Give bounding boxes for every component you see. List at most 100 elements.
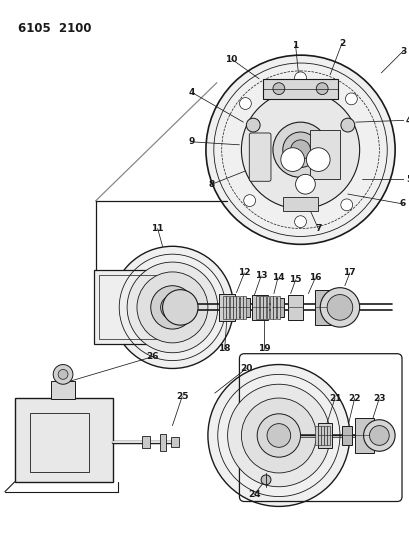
- Circle shape: [241, 398, 315, 473]
- Circle shape: [58, 369, 68, 379]
- Bar: [341, 426, 351, 446]
- Text: 18: 18: [218, 344, 230, 353]
- Text: 17: 17: [343, 269, 355, 277]
- Bar: [315, 289, 334, 325]
- Bar: [218, 294, 234, 321]
- Bar: [256, 296, 258, 319]
- Bar: [269, 296, 272, 319]
- Bar: [287, 295, 303, 320]
- Circle shape: [319, 288, 359, 327]
- Text: 11: 11: [151, 224, 164, 233]
- Bar: [266, 296, 269, 319]
- Text: 19: 19: [257, 344, 270, 353]
- Text: 5: 5: [405, 175, 409, 184]
- Bar: [273, 296, 276, 319]
- Circle shape: [294, 216, 306, 228]
- Bar: [51, 381, 75, 399]
- Bar: [282, 197, 317, 211]
- Circle shape: [272, 83, 284, 94]
- Text: 25: 25: [175, 392, 188, 401]
- Text: 6105  2100: 6105 2100: [18, 22, 91, 35]
- Circle shape: [369, 426, 388, 446]
- Bar: [232, 296, 236, 319]
- Bar: [354, 418, 373, 453]
- Bar: [239, 296, 242, 319]
- FancyBboxPatch shape: [249, 133, 270, 181]
- Bar: [263, 79, 337, 99]
- Circle shape: [241, 91, 359, 209]
- Circle shape: [256, 414, 300, 457]
- Bar: [238, 297, 249, 317]
- Bar: [29, 413, 88, 472]
- Bar: [317, 423, 331, 448]
- Text: 1: 1: [292, 41, 298, 50]
- Bar: [310, 130, 339, 179]
- Text: 20: 20: [240, 364, 252, 373]
- Bar: [243, 296, 246, 319]
- Text: 23: 23: [372, 393, 384, 402]
- Text: 15: 15: [289, 276, 301, 284]
- Bar: [326, 426, 329, 446]
- Circle shape: [340, 118, 354, 132]
- Circle shape: [239, 98, 251, 109]
- Bar: [229, 296, 232, 319]
- Circle shape: [207, 365, 349, 506]
- Text: 26: 26: [146, 352, 159, 361]
- Text: 2: 2: [338, 39, 344, 48]
- Text: 13: 13: [254, 271, 267, 280]
- Bar: [324, 426, 326, 446]
- Text: 16: 16: [308, 273, 321, 282]
- Circle shape: [295, 174, 315, 194]
- Circle shape: [272, 122, 327, 177]
- Circle shape: [243, 195, 255, 206]
- Bar: [142, 437, 149, 448]
- Bar: [263, 296, 265, 319]
- Circle shape: [282, 132, 317, 167]
- Text: 14: 14: [271, 273, 283, 282]
- Circle shape: [111, 246, 233, 368]
- Text: 12: 12: [238, 269, 250, 277]
- Text: 10: 10: [225, 54, 237, 63]
- Circle shape: [345, 93, 356, 105]
- Bar: [93, 270, 160, 344]
- Text: 8: 8: [208, 180, 214, 189]
- Bar: [222, 296, 225, 319]
- Bar: [271, 297, 283, 317]
- Text: 7: 7: [314, 224, 321, 233]
- Text: 9: 9: [189, 138, 195, 147]
- Text: 4: 4: [405, 116, 409, 125]
- Circle shape: [261, 475, 270, 484]
- Circle shape: [290, 140, 310, 159]
- Text: 3: 3: [399, 47, 405, 56]
- Circle shape: [53, 365, 73, 384]
- Bar: [315, 426, 317, 446]
- Bar: [259, 296, 262, 319]
- Circle shape: [205, 55, 394, 244]
- Circle shape: [160, 296, 184, 319]
- Bar: [226, 296, 229, 319]
- Bar: [252, 295, 267, 320]
- Circle shape: [306, 148, 329, 172]
- Bar: [236, 296, 239, 319]
- Bar: [276, 296, 279, 319]
- Circle shape: [294, 72, 306, 84]
- Bar: [320, 426, 323, 446]
- Circle shape: [363, 419, 394, 451]
- Text: 21: 21: [328, 393, 340, 402]
- Circle shape: [315, 83, 327, 94]
- Circle shape: [246, 118, 259, 132]
- Text: 24: 24: [247, 490, 260, 499]
- Text: 4: 4: [189, 88, 195, 97]
- Bar: [317, 426, 320, 446]
- Bar: [159, 433, 165, 451]
- Circle shape: [162, 289, 198, 325]
- Circle shape: [127, 262, 217, 353]
- Circle shape: [340, 199, 352, 211]
- Circle shape: [151, 286, 193, 329]
- Circle shape: [137, 272, 207, 343]
- Bar: [171, 438, 179, 447]
- Bar: [98, 275, 155, 339]
- Circle shape: [280, 148, 304, 172]
- Circle shape: [227, 384, 329, 487]
- Circle shape: [326, 295, 352, 320]
